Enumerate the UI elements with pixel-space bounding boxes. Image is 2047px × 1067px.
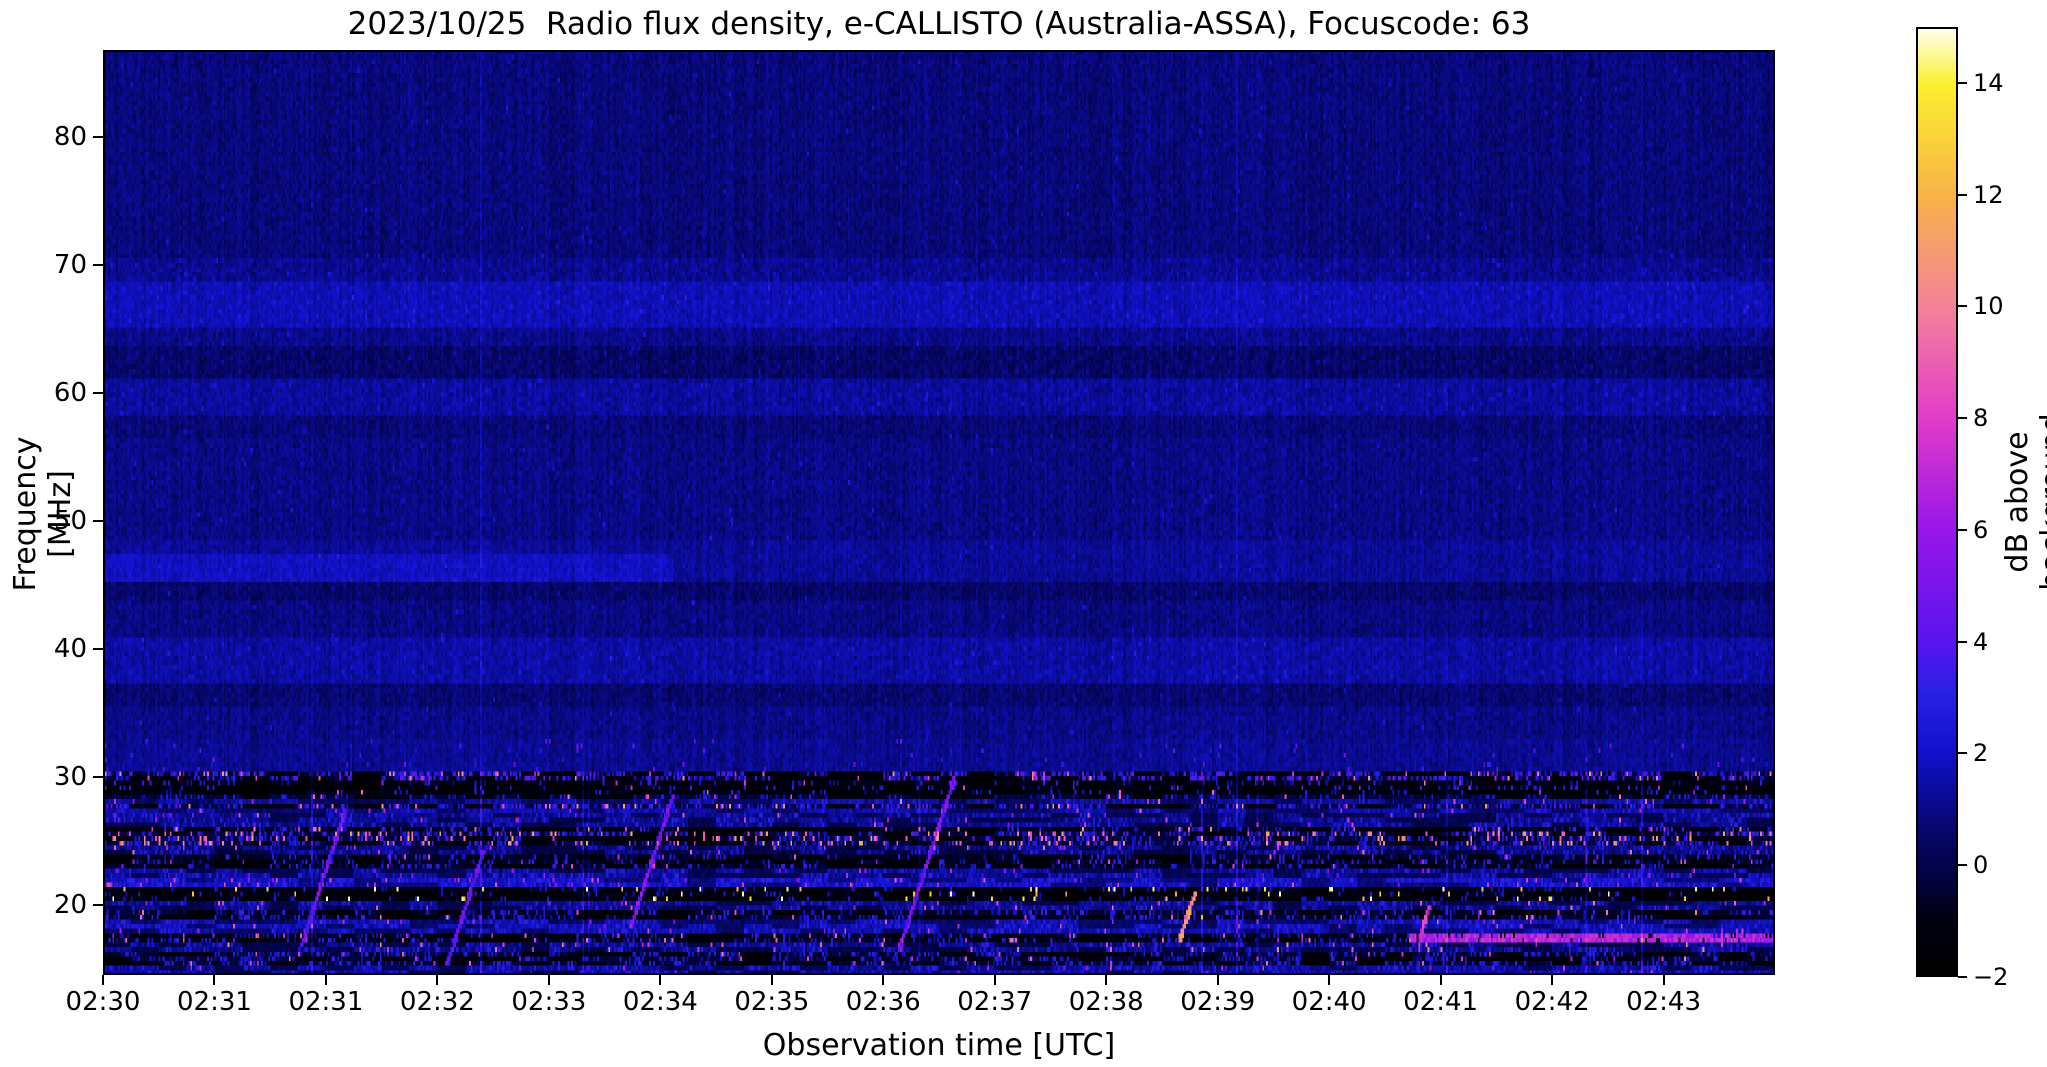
y-tick-mark [93,519,103,522]
colorbar-tick-mark [1958,976,1967,978]
colorbar [1916,27,1958,977]
colorbar-tick-mark [1958,528,1967,531]
y-tick-mark [93,263,103,266]
x-tick-label: 02:43 [1626,987,1701,1017]
x-tick-label: 02:40 [1291,987,1367,1017]
x-tick-mark [770,975,773,985]
y-tick-label: 60 [53,377,87,408]
y-tick-label: 40 [53,633,87,664]
colorbar-tick-mark [1958,81,1967,84]
colorbar-tick-mark [1958,417,1967,420]
x-tick-label: 02:38 [1068,987,1144,1017]
y-tick-label: 50 [53,505,87,536]
x-tick-mark [1216,975,1219,985]
colorbar-tick-label: 8 [1973,404,1989,433]
x-tick-label: 02:39 [1180,987,1256,1017]
x-tick-mark [436,975,439,985]
spectrogram-heatmap [103,50,1775,975]
colorbar-tick-label: −2 [1973,963,2009,991]
x-axis-label: Observation time [UTC] [762,1028,1116,1063]
colorbar-tick-label: 14 [1973,68,2004,97]
x-tick-mark [1105,975,1108,985]
x-tick-mark [1662,975,1665,985]
colorbar-tick-label: 10 [1973,292,2004,321]
x-tick-mark [993,975,996,985]
x-tick-mark [659,975,662,985]
y-tick-mark [93,135,103,138]
y-tick-label: 20 [53,889,87,920]
y-tick-mark [93,775,103,778]
colorbar-tick-label: 2 [1973,739,1989,768]
y-tick-mark [93,647,103,650]
y-tick-label: 70 [53,249,87,280]
x-tick-label: 02:36 [845,987,921,1017]
colorbar-tick-label: 6 [1973,515,1989,544]
x-tick-label: 02:30 [65,987,141,1017]
x-tick-mark [102,975,104,985]
colorbar-tick-label: 4 [1973,627,1989,656]
x-tick-label: 02:31 [176,987,252,1017]
colorbar-label: dB above background [2000,413,2047,591]
x-tick-label: 02:34 [622,987,698,1017]
colorbar-tick-mark [1958,193,1967,196]
x-tick-label: 02:42 [1514,987,1590,1017]
x-tick-label: 02:31 [288,987,364,1017]
x-tick-label: 02:41 [1403,987,1479,1017]
y-tick-label: 30 [53,761,87,792]
colorbar-tick-mark [1958,640,1967,643]
x-tick-mark [1328,975,1331,985]
x-tick-mark [324,975,327,985]
x-tick-mark [213,975,216,985]
y-tick-mark [93,391,103,394]
colorbar-tick-mark [1958,864,1967,867]
x-tick-label: 02:37 [957,987,1033,1017]
x-tick-mark [882,975,885,985]
x-tick-mark [1439,975,1442,985]
colorbar-tick-mark [1958,305,1967,308]
x-tick-label: 02:32 [399,987,475,1017]
colorbar-tick-label: 0 [1973,851,1989,880]
x-tick-label: 02:35 [734,987,810,1017]
chart-title: 2023/10/25 Radio flux density, e-CALLIST… [347,6,1531,42]
y-tick-label: 80 [53,121,87,152]
y-tick-mark [93,903,103,906]
colorbar-tick-label: 12 [1973,180,2004,209]
x-tick-label: 02:33 [511,987,587,1017]
x-tick-mark [547,975,550,985]
x-tick-mark [1551,975,1554,985]
colorbar-tick-mark [1958,752,1967,755]
